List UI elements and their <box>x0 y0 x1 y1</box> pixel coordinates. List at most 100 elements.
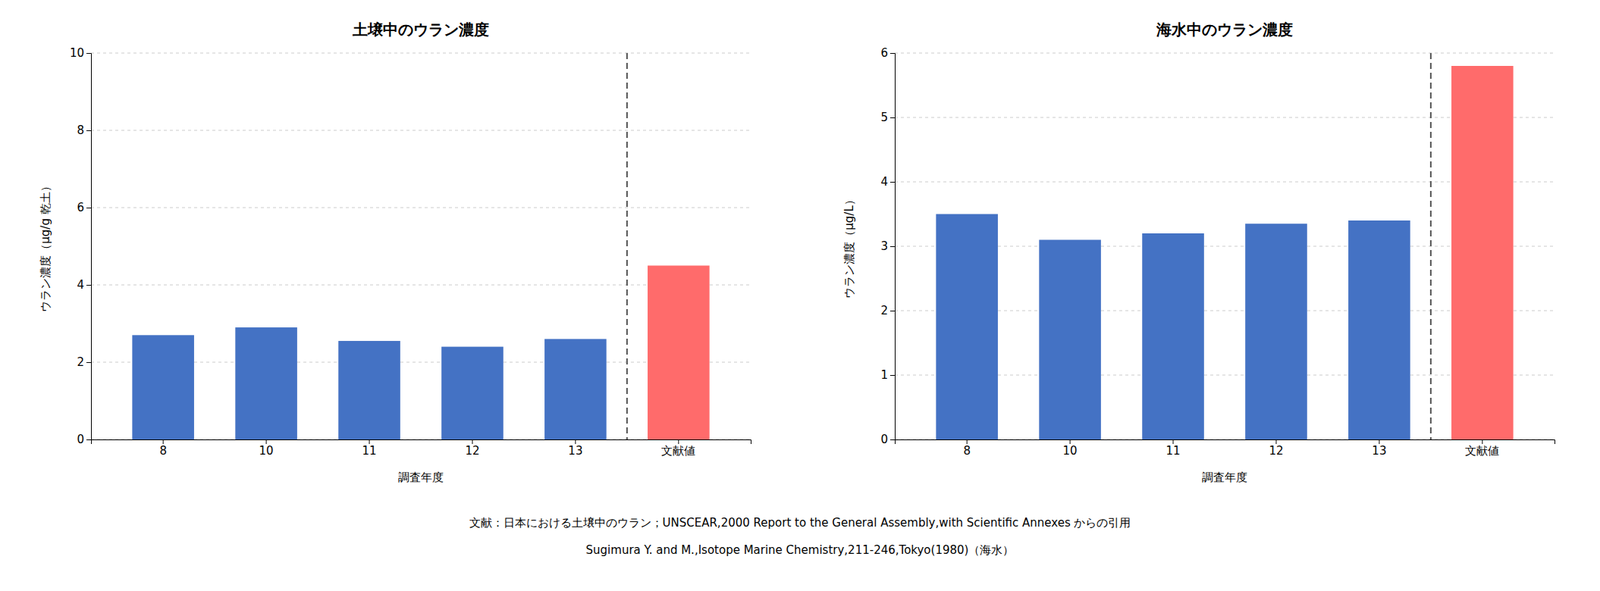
grid-line <box>894 53 1555 54</box>
divider <box>1430 53 1432 440</box>
x-axis-label: 調査年度 <box>1201 470 1248 485</box>
tick-mark <box>890 310 895 312</box>
tick-label: 8 <box>159 444 167 459</box>
bar <box>544 338 607 440</box>
bar <box>1038 240 1102 441</box>
divider <box>626 53 628 440</box>
tick-label: 12 <box>464 444 480 459</box>
tick-label: 13 <box>567 444 583 459</box>
tick-label: 12 <box>1268 444 1284 459</box>
tick-mark <box>890 181 895 183</box>
tick: 11 <box>1165 439 1180 459</box>
grid <box>90 53 751 440</box>
tick-mark <box>86 53 91 54</box>
tick: 12 <box>464 439 480 459</box>
title: 土壌中のウラン濃度 <box>351 20 490 39</box>
tick-mark <box>890 375 895 377</box>
x-axis: 8 10 11 12 13 文献値 <box>895 439 1556 459</box>
tick-label: 5 <box>880 110 888 125</box>
bar <box>1245 223 1308 440</box>
tick-label: 2 <box>880 304 888 318</box>
tick-mark <box>890 246 895 248</box>
y-axis: 0 1 2 3 4 5 6 <box>880 46 895 447</box>
title: 海水中のウラン濃度 <box>1155 20 1293 39</box>
bar <box>131 335 195 440</box>
chart-svg: 810111213文献値0246810土壌中のウラン濃度調査年度ウラン濃度（μg… <box>0 0 1600 591</box>
tick: 11 <box>361 439 377 459</box>
tick: 4 <box>880 175 895 189</box>
bars <box>131 53 710 440</box>
tick: 8 <box>76 123 91 138</box>
panel: 8 10 11 12 13 文献値 0 2 4 6 8 10 土壌中のウラン濃度調査年度 ウラン濃度（μg… <box>38 20 752 485</box>
tick: 1 <box>880 368 895 383</box>
bar <box>1451 65 1514 440</box>
grid <box>894 53 1555 440</box>
grid-line <box>90 53 751 54</box>
tick-label: 8 <box>76 123 85 138</box>
bar <box>441 347 504 440</box>
tick-label: 2 <box>76 355 85 370</box>
tick: 2 <box>880 304 895 318</box>
tick: 4 <box>76 278 91 292</box>
tick-mark <box>86 362 91 364</box>
tick-label: 0 <box>880 432 888 447</box>
tick-mark <box>890 53 895 54</box>
tick: 10 <box>259 439 274 459</box>
tick: 13 <box>1371 439 1387 459</box>
tick: 文献値 <box>1465 439 1500 459</box>
tick: 13 <box>567 439 583 459</box>
y-axis: 0 2 4 6 8 10 <box>69 46 92 447</box>
grid-line <box>90 207 751 209</box>
bars <box>935 53 1513 440</box>
tick-mark <box>890 439 895 441</box>
tick-label: 文献値 <box>1465 444 1500 459</box>
grid-line <box>90 130 751 132</box>
tick-label: 10 <box>69 46 85 60</box>
panel: 810111213文献値0123456海水中のウラン濃度調査年度ウラン濃度（μg… <box>842 20 1556 485</box>
tick-label: 0 <box>76 432 85 447</box>
tick: 0 <box>880 432 895 447</box>
bar <box>647 266 710 441</box>
axis-domain <box>91 440 752 446</box>
tick-label: 4 <box>76 278 85 292</box>
tick-label: 11 <box>361 444 377 459</box>
x-axis: 8 10 11 12 13 文献値 <box>91 439 752 459</box>
tick-mark <box>86 207 91 209</box>
footnote: 文献：日本における土壌中のウラン；UNSCEAR,2000 Report to … <box>469 516 1132 531</box>
tick-mark <box>86 285 91 286</box>
tick: 10 <box>69 46 91 60</box>
bar <box>935 214 998 441</box>
tick: 文献値 <box>661 439 696 459</box>
tick-label: 8 <box>963 444 971 459</box>
tick: 6 <box>76 200 91 215</box>
tick-mark <box>890 117 895 119</box>
tick-label: 4 <box>880 175 888 189</box>
y-axis-label: ウラン濃度（μg/g 乾土） <box>38 180 53 312</box>
tick-label: 3 <box>880 239 888 254</box>
tick: 6 <box>880 46 895 60</box>
tick-mark <box>86 439 91 441</box>
axis-domain <box>86 53 92 441</box>
tick: 3 <box>880 239 895 254</box>
tick: 8 <box>963 439 971 459</box>
tick-label: 6 <box>76 200 85 215</box>
axis-domain <box>890 53 896 441</box>
tick: 5 <box>880 110 895 125</box>
bar <box>235 327 298 440</box>
tick: 10 <box>1063 439 1078 459</box>
tick-label: 13 <box>1371 444 1387 459</box>
footnote: Sugimura Y. and M.,Isotope Marine Chemis… <box>586 543 1015 558</box>
tick-label: 10 <box>259 444 274 459</box>
tick: 2 <box>76 355 91 370</box>
tick: 0 <box>76 432 91 447</box>
bar <box>1141 233 1205 440</box>
tick-label: 10 <box>1063 444 1078 459</box>
x-axis-label: 調査年度 <box>398 470 444 485</box>
tick-label: 1 <box>880 368 888 383</box>
tick: 8 <box>159 439 167 459</box>
tick-label: 文献値 <box>661 444 696 459</box>
bar <box>338 341 401 440</box>
tick-label: 11 <box>1165 444 1180 459</box>
tick-mark <box>86 130 91 132</box>
y-axis-label: ウラン濃度（μg/L） <box>842 194 857 299</box>
